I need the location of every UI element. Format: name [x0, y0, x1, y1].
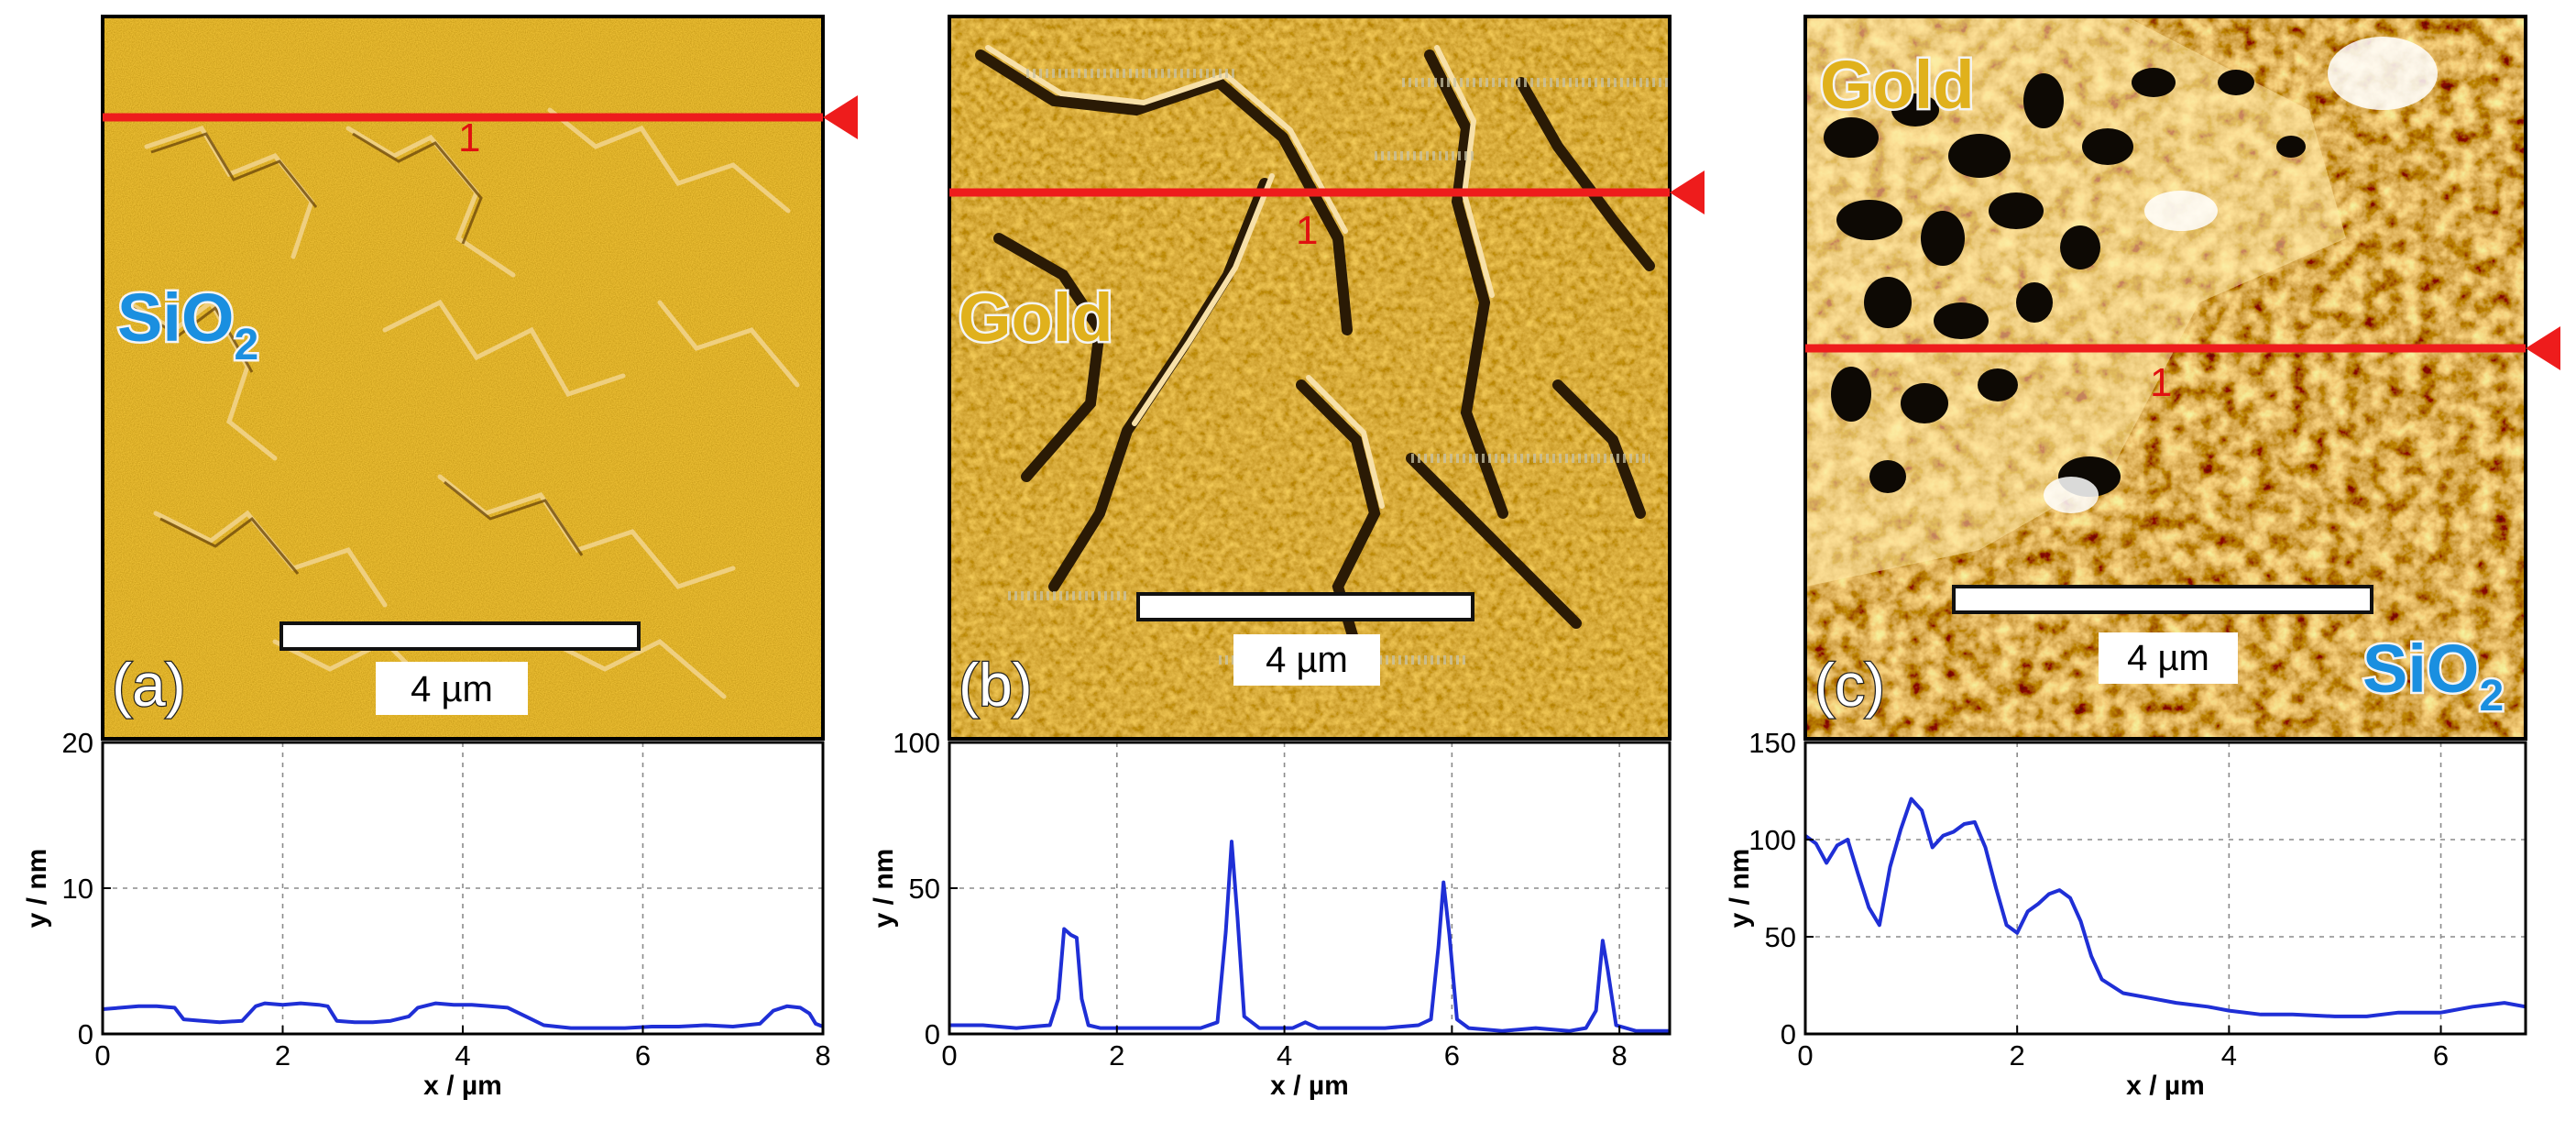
y-tick-label-a: 20 [62, 727, 93, 759]
x-tick-label-a: 8 [815, 1039, 830, 1072]
material-label-gold-c: Gold [1820, 47, 1975, 123]
x-tick-label-a: 0 [94, 1039, 110, 1072]
scale-bar-a: 4 µm [280, 621, 641, 715]
afm-image-b [948, 15, 1672, 741]
marker-label-a: 1 [458, 115, 480, 160]
scale-bar-c: 4 µm [1952, 585, 2373, 684]
marker-arrow-c [2526, 326, 2560, 370]
x-tick-label-c: 0 [1797, 1039, 1813, 1072]
y-tick-label-c: 0 [1781, 1018, 1796, 1050]
marker-label-b: 1 [1296, 208, 1318, 253]
y-tick-label-b: 100 [893, 727, 940, 759]
gold-islands-c [1805, 16, 2438, 587]
image-frame-b [948, 15, 1672, 741]
x-tick-label-c: 6 [2433, 1039, 2449, 1072]
scale-bar-b: 4 µm [1136, 592, 1474, 686]
x-axis-label-b: x / µm [1270, 1071, 1349, 1101]
y-tick-label-c: 50 [1765, 921, 1796, 953]
height-profile-chart-a: 0 2 4 6 8 0 10 20 x / µm y / nm [22, 727, 831, 1101]
scale-bar-label-c: 4 µm [2127, 638, 2209, 678]
x-tick-label-c: 2 [2010, 1039, 2025, 1072]
panel-label-b: (b) [959, 651, 1033, 719]
x-tick-label-b: 0 [941, 1039, 957, 1072]
x-tick-label-a: 6 [635, 1039, 651, 1072]
x-tick-label-b: 4 [1277, 1039, 1292, 1072]
profile-line-a [102, 1001, 824, 1030]
image-frame-c [1803, 15, 2527, 741]
material-label-gold-b: Gold [959, 280, 1113, 356]
profile-line-c [1803, 797, 2527, 1018]
scale-bar-label-a: 4 µm [411, 669, 493, 709]
grain-shadows-a [132, 132, 584, 575]
plot-frame-c [1803, 741, 2527, 1036]
height-profile-chart-b: 0 2 4 6 8 0 50 100 x / µm y / nm [869, 727, 1672, 1101]
y-tick-label-b: 50 [909, 873, 940, 905]
image-frame-a [101, 15, 825, 741]
marker-arrow-a [823, 95, 858, 139]
panel-label-a: (a) [112, 651, 186, 719]
material-label-sio2-c: SiO2 [2362, 631, 2504, 720]
y-tick-label-b: 0 [925, 1018, 940, 1050]
afm-image-c [1803, 15, 2527, 741]
x-axis-label-a: x / µm [423, 1071, 502, 1101]
x-tick-label-b: 8 [1612, 1039, 1628, 1072]
y-axis-label-b: y / nm [869, 849, 899, 929]
x-tick-label-b: 6 [1444, 1039, 1460, 1072]
x-tick-label-a: 4 [455, 1039, 470, 1072]
height-profile-chart-c: 0 2 4 6 0 50 100 150 x / µm y / nm [1725, 727, 2527, 1101]
profile-marker-b: 1 [949, 170, 1705, 253]
profile-marker-c: 1 [1805, 326, 2560, 405]
marker-label-c: 1 [2150, 360, 2172, 405]
profile-marker-a: 1 [103, 95, 858, 160]
y-tick-label-c: 150 [1748, 727, 1796, 759]
afm-image-a [101, 15, 825, 741]
material-label-sio2-a: SiO2 [117, 280, 258, 369]
x-tick-label-c: 4 [2221, 1039, 2237, 1072]
marker-arrow-b [1670, 170, 1705, 214]
x-axis-label-c: x / µm [2126, 1071, 2205, 1101]
x-tick-label-b: 2 [1109, 1039, 1124, 1072]
y-axis-label-a: y / nm [22, 849, 52, 929]
x-tick-label-a: 2 [275, 1039, 290, 1072]
y-tick-label-a: 10 [62, 873, 93, 905]
profile-line-b [949, 840, 1670, 1033]
panel-label-c: (c) [1814, 651, 1885, 719]
y-axis-label-c: y / nm [1725, 849, 1755, 929]
gold-ridges-b [975, 49, 1655, 684]
y-tick-label-a: 0 [78, 1018, 93, 1050]
scale-bar-label-b: 4 µm [1266, 640, 1348, 680]
y-tick-label-c: 100 [1748, 824, 1796, 856]
